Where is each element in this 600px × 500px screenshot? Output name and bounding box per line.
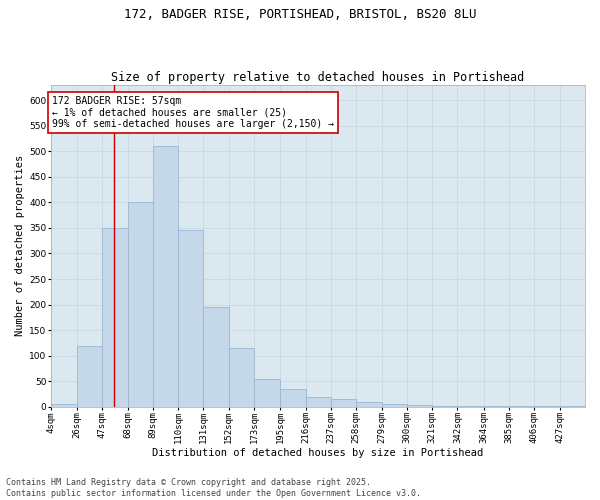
Title: Size of property relative to detached houses in Portishead: Size of property relative to detached ho… [111,70,524,84]
Bar [407,406,432,407]
Bar [535,406,560,407]
Bar [280,389,306,407]
Bar [103,228,128,407]
Text: 172 BADGER RISE: 57sqm
← 1% of detached houses are smaller (25)
99% of semi-deta: 172 BADGER RISE: 57sqm ← 1% of detached … [52,96,334,129]
X-axis label: Distribution of detached houses by size in Portishead: Distribution of detached houses by size … [152,448,484,458]
Bar [178,230,203,407]
Bar [229,348,254,407]
Bar [128,202,153,407]
Bar [331,399,356,407]
Bar [306,396,331,407]
Text: Contains HM Land Registry data © Crown copyright and database right 2025.
Contai: Contains HM Land Registry data © Crown c… [6,478,421,498]
Text: 172, BADGER RISE, PORTISHEAD, BRISTOL, BS20 8LU: 172, BADGER RISE, PORTISHEAD, BRISTOL, B… [124,8,476,20]
Bar [203,307,229,407]
Y-axis label: Number of detached properties: Number of detached properties [15,155,25,336]
Bar [382,404,407,407]
Bar [457,406,484,407]
Bar [432,406,457,407]
Bar [560,406,585,407]
Bar [254,379,280,407]
Bar [77,346,103,407]
Bar [509,406,535,407]
Bar [50,404,77,407]
Bar [356,402,382,407]
Bar [484,406,509,407]
Bar [153,146,178,407]
